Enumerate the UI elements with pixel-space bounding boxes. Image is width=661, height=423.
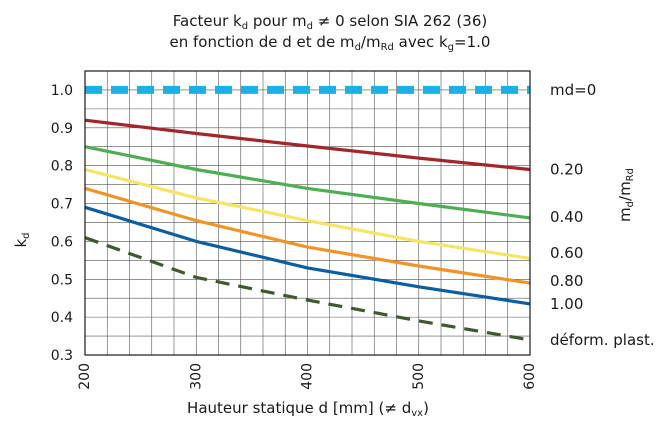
series-label-5: 1.00: [550, 295, 583, 313]
plot-frame: [84, 70, 531, 356]
series-label-6: déform. plast.: [550, 331, 655, 349]
right-axis-label: md/mRd: [616, 168, 636, 222]
x-tick-label: 500: [411, 363, 427, 390]
series-labels: md=0 0.20 0.40 0.60 0.80 1.00 déform. plast.: [550, 81, 655, 349]
chart-title-line2: en fonction de d et de md/mRd avec kg=1.…: [170, 33, 491, 53]
y-tick-label: 0.8: [51, 159, 73, 175]
series-line-4: [84, 186, 531, 285]
y-tick-label: 0.7: [51, 197, 73, 213]
series-line-6: [84, 236, 531, 342]
grid: [85, 71, 530, 355]
x-tick-label: 200: [77, 363, 93, 390]
series-label-1: 0.20: [550, 160, 583, 178]
series-line-3: [84, 167, 531, 260]
x-tick-label: 300: [188, 363, 204, 390]
series-layer: [84, 85, 531, 342]
y-tick-label: 0.3: [51, 348, 73, 364]
chart-title-line1: Facteur kd pour md ≠ 0 selon SIA 262 (36…: [173, 12, 487, 32]
y-tick-labels: 0.3 0.4 0.5 0.6 0.7 0.8 0.9 1.0: [51, 83, 73, 364]
y-tick-label: 1.0: [51, 83, 73, 99]
x-tick-labels: 200 300 400 500 600: [77, 363, 538, 390]
series-label-3: 0.60: [550, 244, 583, 262]
series-label-4: 0.80: [550, 272, 583, 290]
x-tick-label: 600: [522, 363, 538, 390]
series-line-1: [84, 118, 531, 172]
series-label-2: 0.40: [550, 208, 583, 226]
y-tick-label: 0.4: [51, 310, 73, 326]
series-line-2: [84, 145, 531, 220]
series-line-5: [84, 205, 531, 306]
y-tick-label: 0.9: [51, 121, 73, 137]
y-axis-label: kd: [12, 232, 32, 247]
y-tick-label: 0.5: [51, 272, 73, 288]
x-tick-label: 400: [300, 363, 316, 390]
y-tick-label: 0.6: [51, 234, 73, 250]
series-label-0: md=0: [550, 81, 596, 99]
x-axis-label: Hauteur statique d [mm] (≠ dvx): [187, 399, 429, 419]
